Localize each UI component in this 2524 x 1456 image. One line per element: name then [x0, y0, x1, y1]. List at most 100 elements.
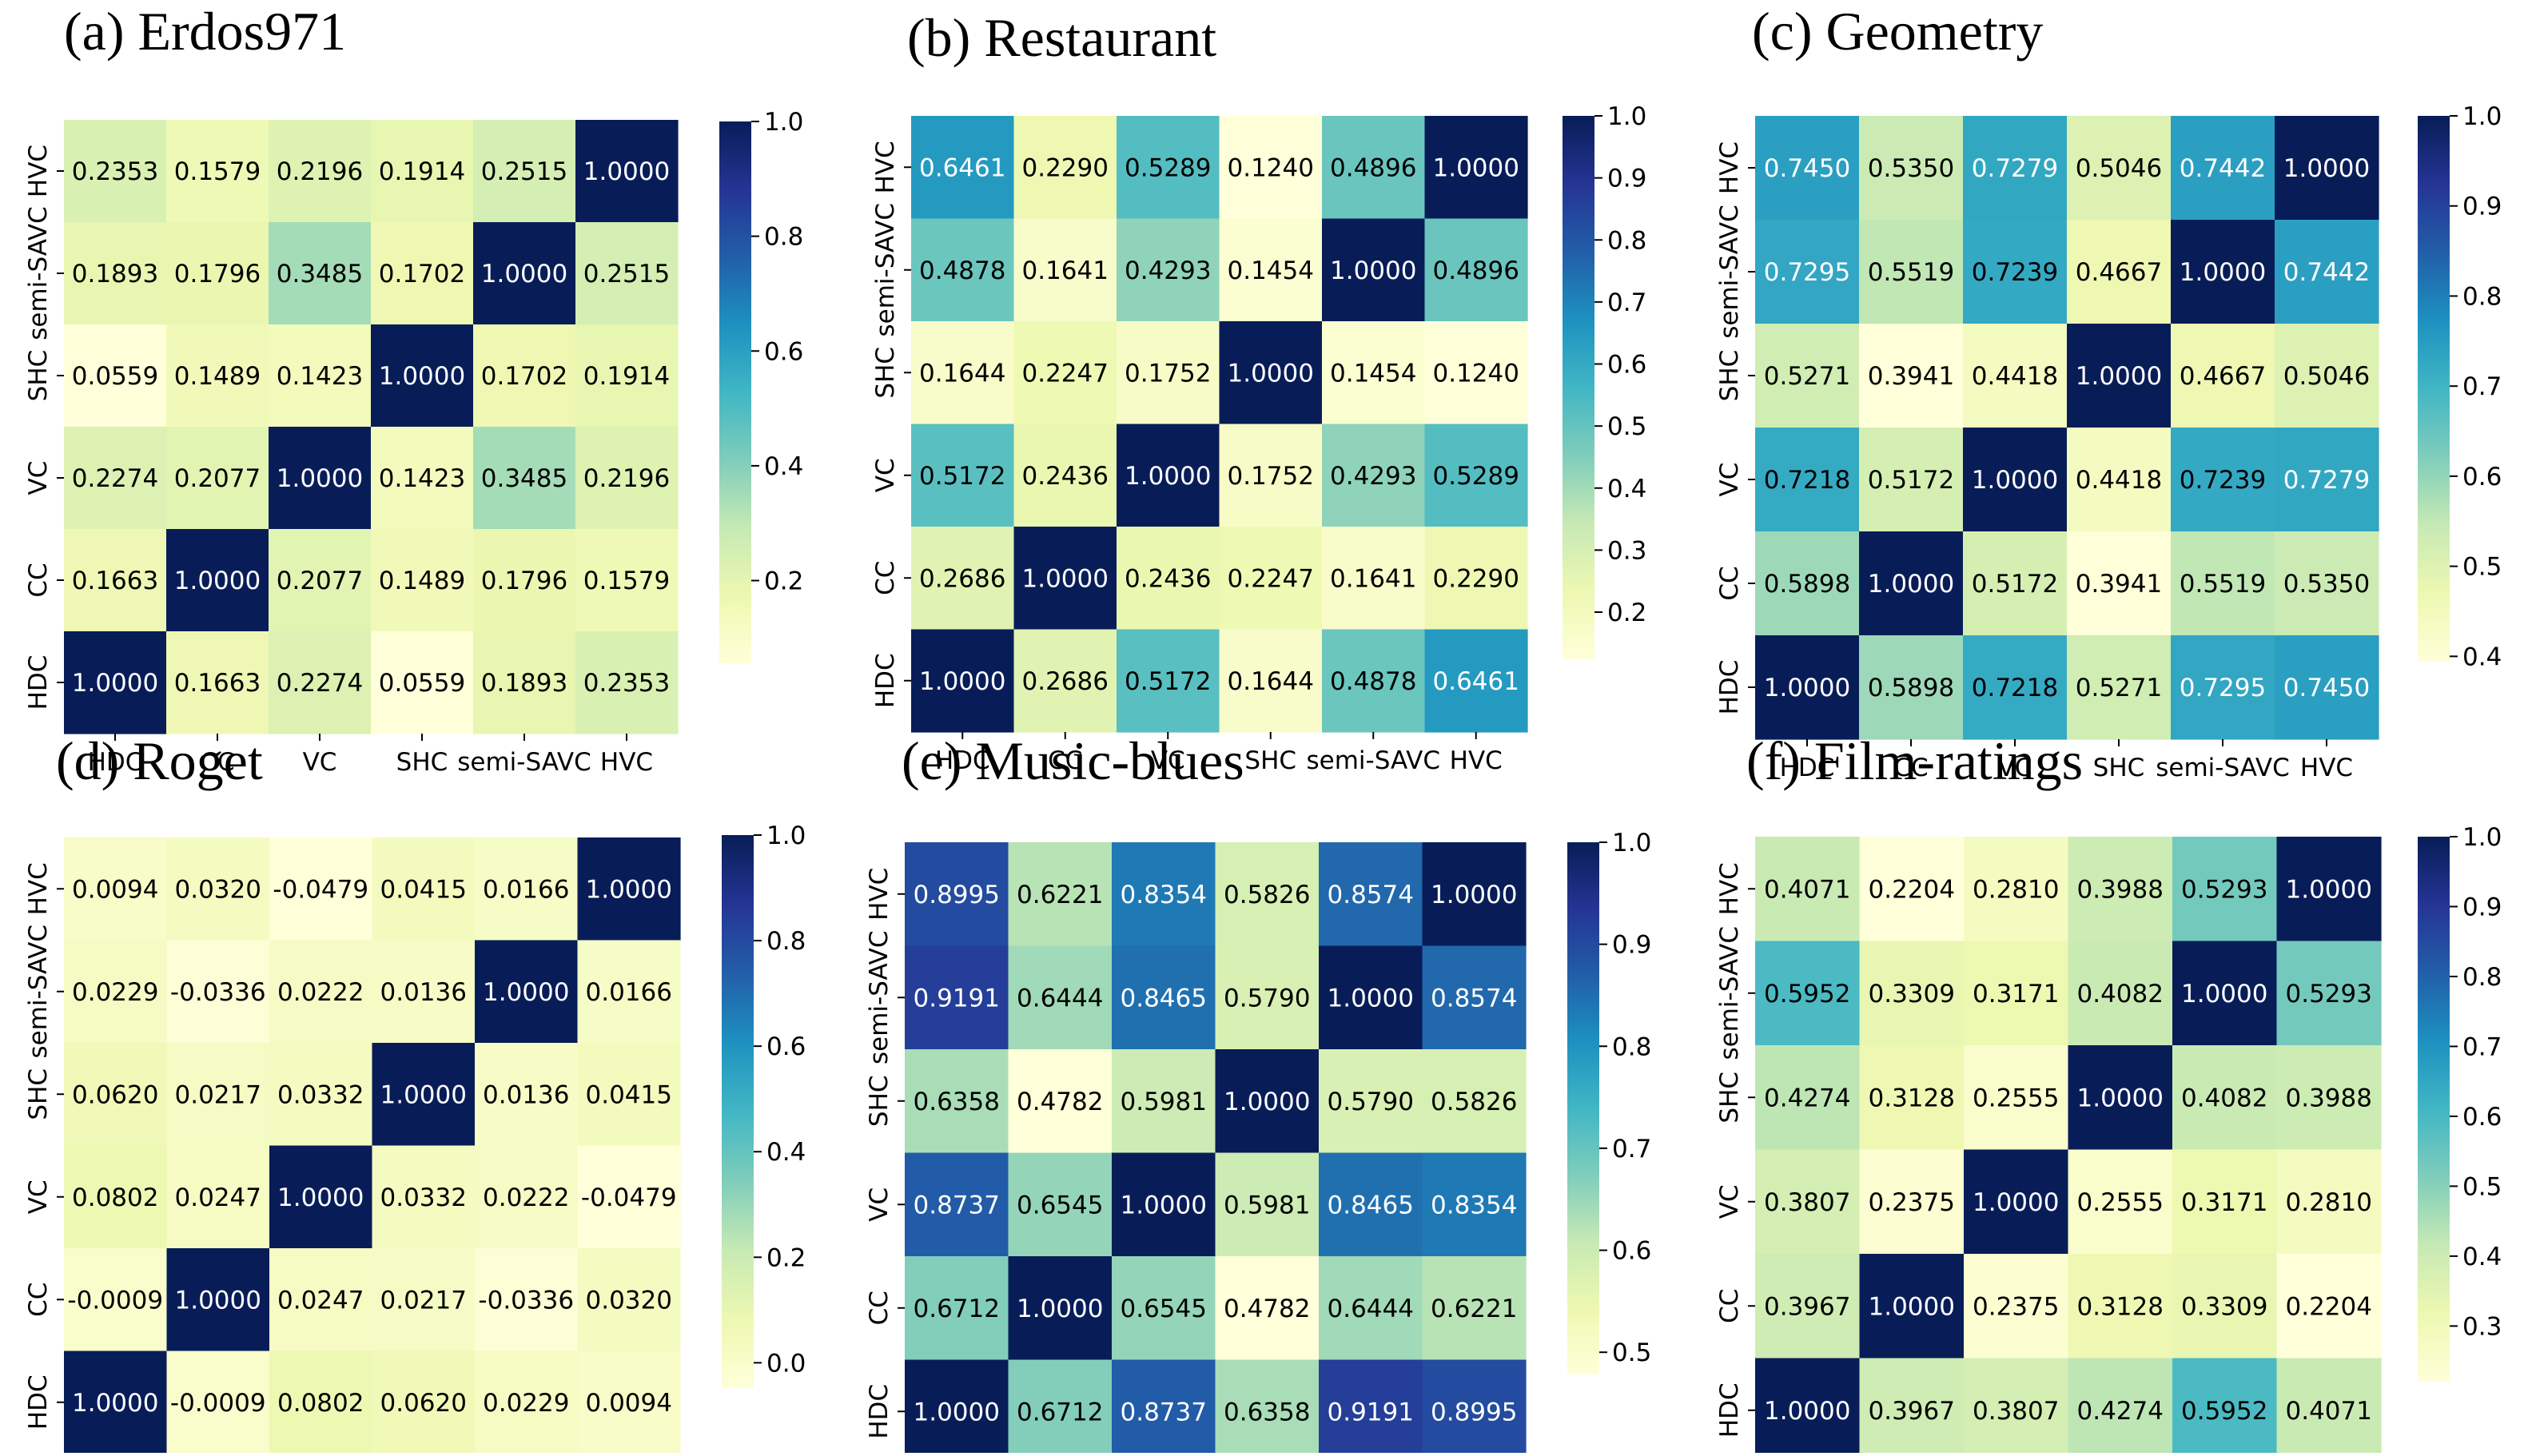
- heatmap-cell: [2067, 428, 2172, 532]
- cell-value-label: 1.0000: [481, 260, 567, 288]
- x-tick-label: SHC: [1244, 746, 1296, 775]
- colorbar-tick-label: 0.5: [2462, 1172, 2502, 1201]
- cell-value-label: 0.6712: [1017, 1398, 1103, 1426]
- heatmap-cell: [269, 940, 373, 1044]
- y-tick-label: SHC: [871, 347, 900, 399]
- cell-value-label: 0.4274: [1764, 1084, 1850, 1112]
- heatmap-cell: [1755, 220, 1860, 324]
- cell-value-label: -0.0009: [67, 1286, 163, 1315]
- cell-value-label: 1.0000: [1764, 1397, 1850, 1426]
- colorbar: [722, 835, 754, 1388]
- cell-value-label: 0.4782: [1017, 1088, 1103, 1116]
- cell-value-label: 0.3807: [1764, 1188, 1850, 1217]
- heatmap-cell: [473, 427, 576, 530]
- cell-value-label: 0.8574: [1431, 984, 1517, 1012]
- cell-value-label: 0.0320: [586, 1286, 672, 1315]
- heatmap-cell: [64, 529, 167, 632]
- heatmap-cell: [1322, 527, 1426, 631]
- cell-value-label: 0.0247: [277, 1286, 364, 1315]
- heatmap-cell: [1322, 218, 1426, 322]
- heatmap-cell: [911, 629, 1015, 733]
- heatmap-cell: [475, 1248, 579, 1352]
- heatmap-cell: [1008, 1359, 1113, 1456]
- cell-value-label: 0.4896: [1433, 257, 1519, 285]
- x-tick-label: VC: [1151, 746, 1185, 775]
- heatmap-cell: [575, 631, 679, 734]
- heatmap-cell: [1424, 629, 1528, 733]
- heatmap-cell: [1964, 1254, 2069, 1359]
- y-tick-label: VC: [24, 1180, 53, 1214]
- heatmap-cell: [166, 1145, 270, 1249]
- colorbar-tick-label: 0.8: [764, 223, 803, 252]
- heatmap-cell: [2275, 531, 2379, 636]
- heatmap-cell: [1219, 321, 1323, 425]
- cell-value-label: 1.0000: [919, 667, 1005, 696]
- heatmap-cell: [1755, 941, 1861, 1046]
- cell-value-label: 0.6358: [1224, 1398, 1310, 1426]
- heatmap-panel: (c) Geometry 0.7450 0.5350 0.7279 0.5046 0.74…: [1715, 1, 2502, 782]
- cell-value-label: 0.2810: [1973, 875, 2059, 904]
- cell-value-label: 0.0320: [175, 875, 261, 904]
- heatmap-cell: [1859, 324, 1964, 428]
- y-tick-label: CC: [24, 1283, 53, 1317]
- heatmap-cell: [575, 427, 679, 530]
- heatmap-cell: [1859, 941, 1965, 1046]
- heatmap-cell: [577, 1248, 681, 1352]
- cell-value-label: 0.5350: [2283, 570, 2370, 599]
- cell-value-label: 1.0000: [2077, 1084, 2164, 1112]
- heatmap-cell: [1964, 837, 2069, 942]
- y-tick-label: HVC: [865, 868, 894, 921]
- heatmap-cell: [1963, 635, 2068, 740]
- heatmap-cell: [2068, 1358, 2173, 1456]
- cell-value-label: 0.3128: [2077, 1292, 2164, 1321]
- heatmap-cell: [2275, 220, 2379, 324]
- colorbar-tick-label: 0.9: [1612, 931, 1651, 960]
- cell-value-label: 1.0000: [1433, 153, 1519, 182]
- cell-value-label: 0.3941: [1868, 362, 1954, 391]
- heatmap-cell: [1219, 629, 1323, 733]
- heatmap-cell: [475, 1043, 579, 1147]
- colorbar-tick-label: 1.0: [764, 108, 803, 137]
- heatmap-cell: [2275, 324, 2379, 428]
- x-tick-label: SHC: [2093, 754, 2145, 782]
- heatmap-cell: [1424, 116, 1528, 220]
- heatmap-cell: [269, 222, 372, 325]
- cell-value-label: 0.1702: [481, 362, 567, 391]
- cell-value-label: 0.2196: [583, 464, 670, 493]
- cell-value-label: 0.4878: [1330, 667, 1416, 696]
- heatmap-cell: [1755, 837, 1861, 942]
- cell-value-label: -0.0479: [273, 875, 368, 904]
- cell-value-label: 0.5981: [1224, 1191, 1310, 1219]
- colorbar-tick-label: 0.4: [2462, 642, 2502, 671]
- heatmap-cell: [1013, 321, 1117, 425]
- heatmap-cell: [2068, 1149, 2173, 1255]
- cell-value-label: 0.4071: [1764, 875, 1850, 904]
- heatmap-cell: [575, 120, 679, 223]
- cell-value-label: 0.8465: [1121, 984, 1207, 1012]
- cell-value-label: -0.0336: [170, 978, 266, 1007]
- cell-value-label: 0.5952: [2181, 1397, 2267, 1426]
- heatmap-cell: [1117, 424, 1220, 527]
- colorbar-tick-label: 0.6: [766, 1032, 806, 1061]
- cell-value-label: 1.0000: [2283, 154, 2370, 183]
- heatmap-cell: [1008, 842, 1113, 947]
- colorbar-tick-label: 0.6: [1607, 351, 1646, 380]
- cell-value-label: 1.0000: [586, 875, 672, 904]
- cell-value-label: 1.0000: [1764, 674, 1850, 702]
- cell-value-label: 0.0415: [586, 1080, 672, 1109]
- heatmap-cell: [1112, 945, 1216, 1050]
- cell-value-label: 0.7442: [2283, 258, 2370, 287]
- heatmap-cell: [1755, 635, 1860, 740]
- cell-value-label: 0.5952: [1764, 980, 1850, 1008]
- cell-value-label: 0.7279: [1972, 154, 2058, 183]
- cell-value-label: 1.0000: [483, 978, 569, 1007]
- heatmap-cell: [166, 324, 269, 428]
- cell-value-label: 0.4418: [2076, 466, 2162, 495]
- heatmap-cell: [2172, 837, 2278, 942]
- heatmap-cell: [64, 1351, 168, 1454]
- panel-title: (f) Film-ratings: [1746, 730, 2083, 791]
- heatmap-cell: [1422, 945, 1527, 1050]
- cell-value-label: 0.0136: [483, 1080, 569, 1109]
- y-tick-label: VC: [24, 461, 53, 495]
- heatmap-cell: [2068, 1045, 2173, 1151]
